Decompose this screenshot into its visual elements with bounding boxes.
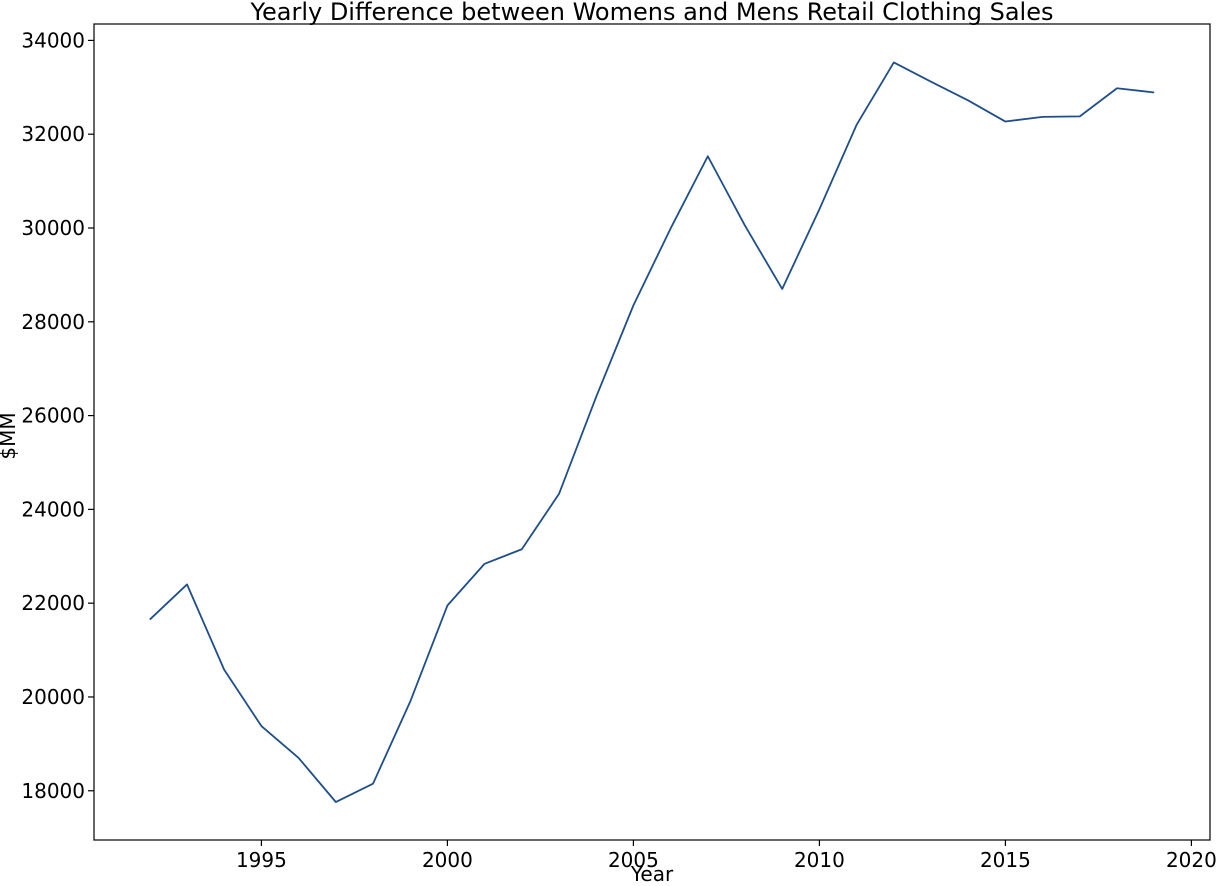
x-tick-label: 2010: [794, 848, 845, 872]
data-point: [408, 700, 412, 704]
data-point: [631, 303, 635, 307]
data-point: [445, 604, 449, 608]
chart-title: Yearly Difference between Womens and Men…: [250, 0, 1054, 26]
data-point: [1115, 86, 1119, 90]
data-point: [297, 756, 301, 760]
data-points: [148, 60, 1156, 804]
data-point: [259, 724, 263, 728]
y-tick-label: 26000: [21, 404, 85, 428]
data-point: [966, 98, 970, 102]
data-point: [817, 207, 821, 211]
data-point: [706, 154, 710, 158]
x-axis-label: Year: [630, 862, 674, 886]
y-tick-label: 28000: [21, 310, 85, 334]
plot-frame: [93, 23, 1211, 841]
y-tick-label: 32000: [21, 122, 85, 146]
data-point: [1152, 90, 1156, 94]
data-point: [594, 395, 598, 399]
x-tick-label: 1995: [236, 848, 287, 872]
x-tick-label: 2020: [1166, 848, 1217, 872]
data-point: [371, 782, 375, 786]
y-tick-label: 20000: [21, 685, 85, 709]
data-point: [483, 562, 487, 566]
y-axis-label: $MM: [0, 412, 20, 459]
y-axis-ticks: 18000 20000 22000 24000 26000 28000 30000 32000…: [21, 28, 94, 803]
x-tick-label: 2005: [608, 848, 659, 872]
x-axis-ticks: 1995 2000 2005 2010 2015 2020: [236, 840, 1217, 872]
y-tick-label: 30000: [21, 216, 85, 240]
x-tick-label: 2015: [980, 848, 1031, 872]
data-point: [929, 80, 933, 84]
data-point: [1078, 114, 1082, 118]
y-tick-label: 22000: [21, 591, 85, 615]
data-point: [892, 60, 896, 64]
plot-area: [93, 23, 1211, 841]
data-point: [855, 123, 859, 127]
data-point: [1003, 120, 1007, 124]
data-point: [185, 582, 189, 586]
series-line: [149, 61, 1155, 803]
data-point: [334, 800, 338, 804]
data-point: [1041, 115, 1045, 119]
y-tick-label: 24000: [21, 497, 85, 521]
y-tick-label: 34000: [21, 28, 85, 52]
data-point: [148, 618, 152, 622]
data-point: [780, 287, 784, 291]
data-point: [743, 224, 747, 228]
data-point: [557, 492, 561, 496]
x-tick-label: 2000: [422, 848, 473, 872]
data-point: [222, 668, 226, 672]
data-point: [669, 226, 673, 230]
y-tick-label: 18000: [21, 779, 85, 803]
data-point: [520, 547, 524, 551]
